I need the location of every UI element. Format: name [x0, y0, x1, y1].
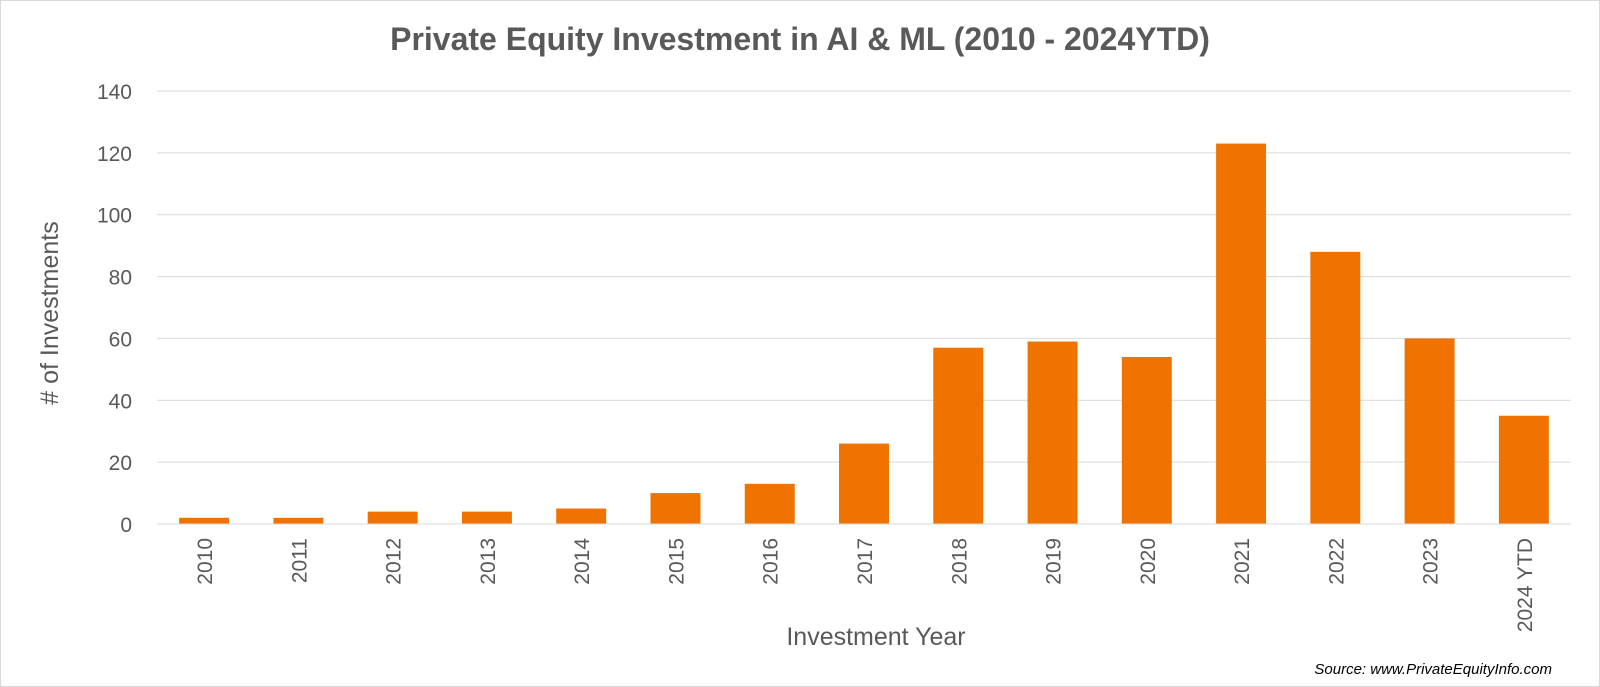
x-tick-label: 2013 [477, 538, 500, 585]
y-axis-title: # of Investments [36, 221, 64, 404]
x-tick-label: 2010 [194, 538, 217, 585]
x-tick-label: 2022 [1325, 538, 1348, 585]
bar-2022 [1310, 251, 1361, 525]
bar-2013 [461, 511, 512, 524]
x-tick-label: 2019 [1043, 538, 1066, 585]
x-axis-ticks: 2010 2011 2012 2013 2014 2015 2016 2017 2018 2019… [194, 538, 1537, 632]
x-tick-label: 2020 [1137, 538, 1160, 585]
x-tick-label: 2016 [760, 538, 783, 585]
bar-2011 [273, 517, 324, 524]
x-tick-label: 2015 [665, 538, 688, 585]
y-axis-ticks: 0 20 40 60 80 100 120 140 [97, 81, 132, 537]
bar-2020 [1121, 356, 1172, 524]
x-tick-label: 2024 YTD [1514, 538, 1537, 632]
y-tick-label: 0 [120, 514, 132, 537]
source-note: Source: www.PrivateEquityInfo.com [1314, 661, 1552, 678]
bar-2014 [556, 508, 607, 524]
y-tick-label: 120 [97, 143, 132, 166]
bar-2016 [744, 483, 795, 524]
bar-2024-ytd [1498, 415, 1549, 524]
bars [179, 143, 1549, 525]
x-tick-label: 2017 [854, 538, 877, 585]
bar-2019 [1027, 341, 1078, 524]
y-tick-label: 60 [109, 328, 132, 351]
bar-2021 [1216, 143, 1267, 525]
y-tick-label: 140 [97, 81, 132, 104]
bar-2018 [933, 347, 984, 524]
y-tick-label: 40 [109, 390, 132, 413]
y-tick-label: 80 [109, 267, 132, 290]
x-tick-label: 2012 [383, 538, 406, 585]
bar-2023 [1404, 338, 1455, 524]
bar-2012 [367, 511, 418, 524]
chart-title: Private Equity Investment in AI & ML (20… [390, 21, 1210, 57]
x-tick-label: 2018 [948, 538, 971, 585]
x-tick-label: 2011 [288, 538, 311, 583]
x-tick-label: 2021 [1231, 538, 1254, 585]
y-tick-label: 20 [109, 452, 132, 475]
x-axis-title: Investment Year [786, 623, 965, 651]
x-tick-label: 2014 [571, 538, 594, 585]
bar-2010 [179, 517, 230, 524]
bar-2015 [650, 493, 701, 524]
bar-2017 [839, 443, 889, 524]
y-tick-label: 100 [97, 205, 132, 228]
x-tick-label: 2023 [1420, 538, 1443, 585]
